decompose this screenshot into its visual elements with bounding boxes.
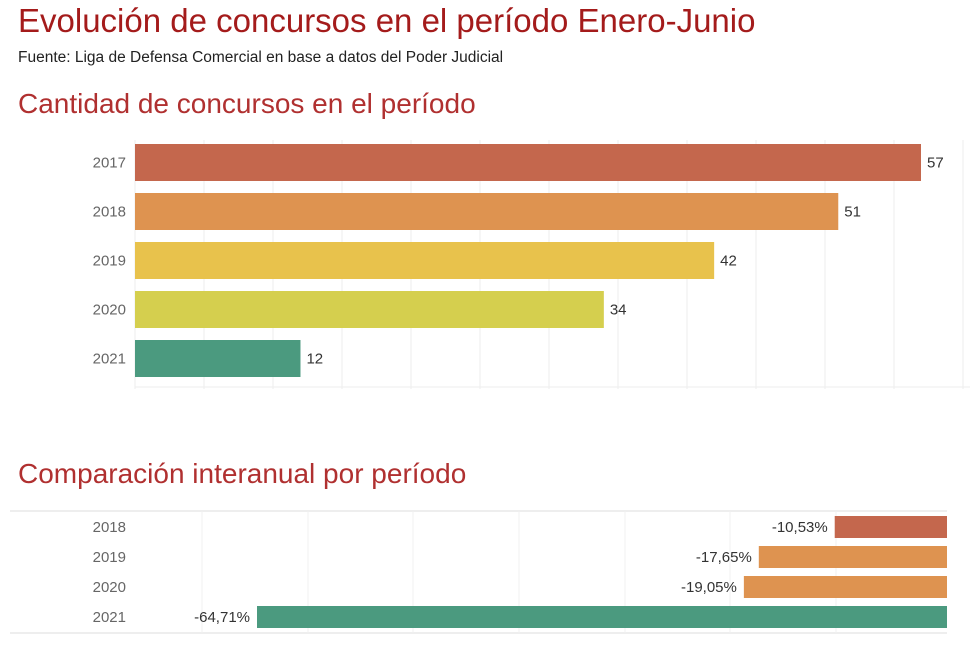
data-label-2019: 42 — [720, 253, 737, 270]
tick-label-2019: 2019 — [93, 253, 126, 270]
bar-2018 — [834, 516, 947, 538]
chart1-title: Cantidad de concursos en el período — [18, 88, 476, 119]
tick-label-2019: 2019 — [93, 549, 126, 566]
data-label-2021: 12 — [306, 351, 323, 368]
data-label-2020: -19,05% — [681, 579, 737, 596]
bar-2019 — [135, 242, 715, 279]
tick-label-2020: 2020 — [93, 302, 126, 319]
tick-label-2021: 2021 — [93, 351, 126, 368]
tick-label-2021: 2021 — [93, 609, 126, 626]
tick-label-2018: 2018 — [93, 204, 126, 221]
data-label-2020: 34 — [610, 302, 627, 319]
bar-2021 — [257, 606, 947, 628]
bar-2017 — [135, 144, 921, 181]
page-title: Evolución de concursos en el período Ene… — [18, 2, 756, 39]
bar-2018 — [135, 193, 839, 230]
tick-label-2018: 2018 — [93, 519, 126, 536]
chart2-title: Comparación interanual por período — [18, 458, 467, 489]
tick-label-2017: 2017 — [93, 155, 126, 172]
bar-2021 — [135, 340, 301, 377]
bar-2020 — [135, 291, 604, 328]
data-label-2021: -64,71% — [194, 609, 250, 626]
data-label-2018: -10,53% — [772, 519, 828, 536]
bar-2019 — [758, 546, 947, 568]
data-label-2017: 57 — [927, 155, 944, 172]
bar-2020 — [743, 576, 947, 598]
data-label-2018: 51 — [844, 204, 861, 221]
source-note: Fuente: Liga de Defensa Comercial en bas… — [18, 49, 504, 66]
tick-label-2020: 2020 — [93, 579, 126, 596]
data-label-2019: -17,65% — [696, 549, 752, 566]
